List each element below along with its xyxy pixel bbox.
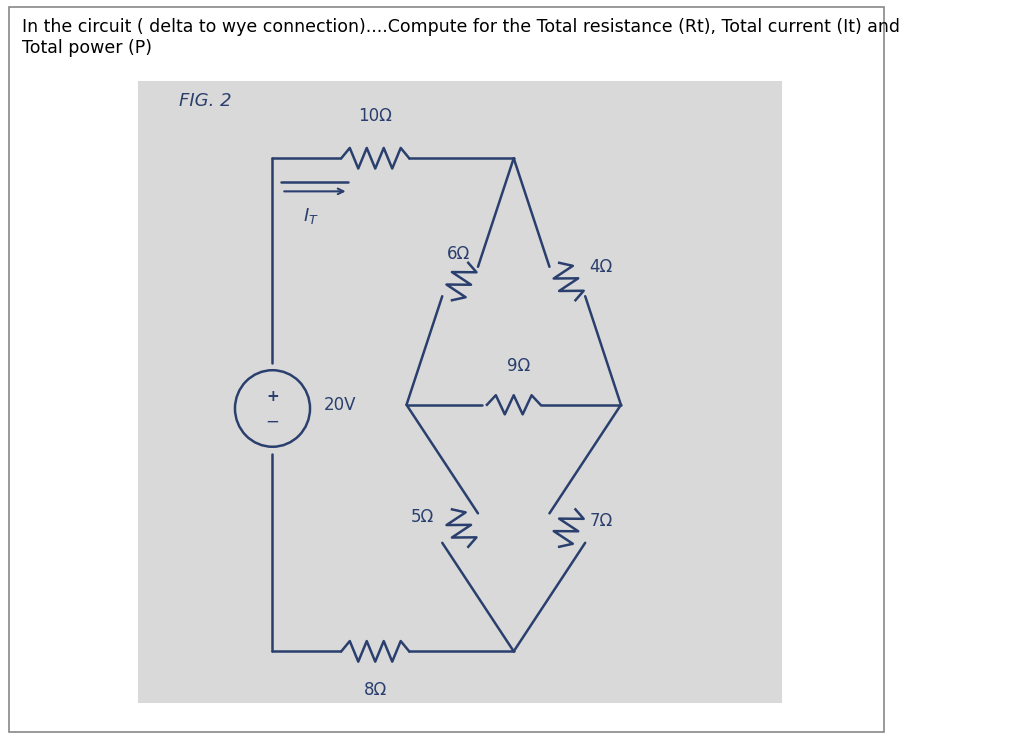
FancyBboxPatch shape <box>9 7 885 732</box>
Text: −: − <box>265 413 279 431</box>
FancyBboxPatch shape <box>138 81 782 703</box>
Text: In the circuit ( delta to wye connection)....Compute for the Total resistance (R: In the circuit ( delta to wye connection… <box>22 18 900 57</box>
Text: 7Ω: 7Ω <box>589 512 612 530</box>
Text: +: + <box>266 389 278 404</box>
Text: FIG. 2: FIG. 2 <box>179 92 231 110</box>
Text: $I_T$: $I_T$ <box>303 206 319 226</box>
Text: 4Ω: 4Ω <box>589 258 612 276</box>
Text: 20V: 20V <box>324 396 356 414</box>
Text: 6Ω: 6Ω <box>447 245 470 263</box>
Text: 10Ω: 10Ω <box>358 107 393 125</box>
Text: 5Ω: 5Ω <box>411 508 434 526</box>
Text: 8Ω: 8Ω <box>363 681 386 698</box>
Text: 9Ω: 9Ω <box>507 358 530 375</box>
